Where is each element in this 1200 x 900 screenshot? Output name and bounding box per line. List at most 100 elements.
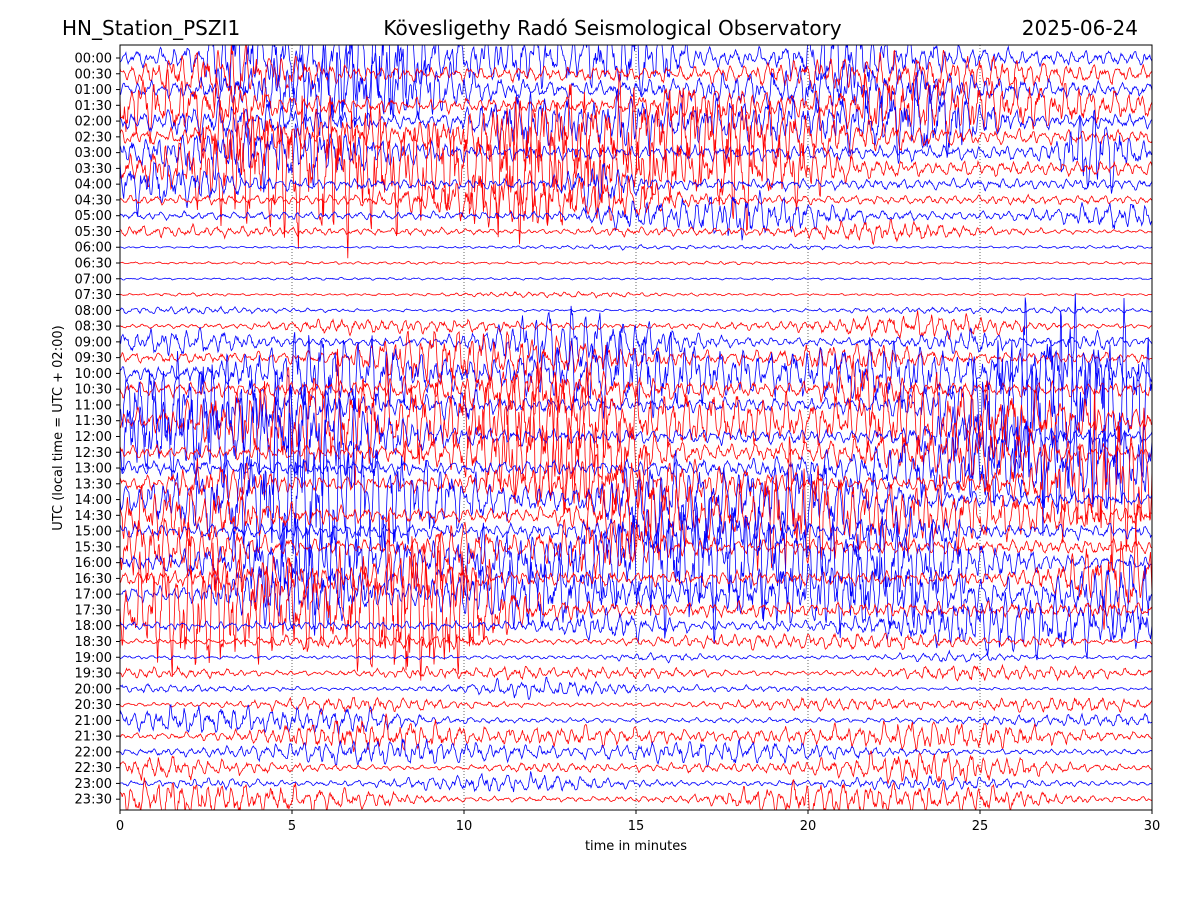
- y-tick-label: 18:00: [75, 619, 112, 634]
- y-tick-label: 22:00: [75, 745, 112, 760]
- y-tick-label: 05:30: [75, 225, 112, 240]
- y-tick-label: 08:30: [75, 320, 112, 335]
- y-tick-label: 07:00: [75, 272, 112, 287]
- trace-0330: [120, 95, 1152, 259]
- trace-1600: [120, 504, 1152, 645]
- chart-date: 2025-06-24: [1021, 16, 1138, 40]
- trace-0830: [120, 310, 1152, 340]
- trace-1730: [120, 512, 1152, 681]
- y-tick-label: 17:30: [75, 603, 112, 618]
- y-tick-label: 01:00: [75, 83, 112, 98]
- trace-0530: [120, 218, 1152, 246]
- y-tick-label: 16:00: [75, 556, 112, 571]
- trace-1030: [120, 360, 1152, 429]
- x-tick-label: 5: [288, 819, 296, 834]
- trace-2000: [120, 676, 1152, 700]
- y-tick-label: 04:30: [75, 193, 112, 208]
- y-tick-label: 21:30: [75, 730, 112, 745]
- y-tick-label: 14:30: [75, 509, 112, 524]
- y-tick-label: 13:30: [75, 477, 112, 492]
- y-tick-label: 09:30: [75, 351, 112, 366]
- trace-1200: [120, 381, 1152, 497]
- y-axis-label: UTC (local time = UTC + 02:00): [51, 325, 66, 530]
- y-tick-label: 02:00: [75, 115, 112, 130]
- y-tick-label: 10:30: [75, 383, 112, 398]
- trace-0630: [120, 260, 1152, 266]
- x-axis-ticks: 0 5 10 15 20 25 30: [116, 810, 1160, 834]
- trace-1930: [120, 663, 1152, 682]
- y-tick-label: 06:00: [75, 241, 112, 256]
- trace-0000: [120, 45, 1152, 112]
- x-tick-label: 30: [1144, 819, 1161, 834]
- y-tick-label: 15:30: [75, 540, 112, 555]
- chart-title: Kövesligethy Radó Seismological Observat…: [383, 16, 842, 40]
- trace-1230: [120, 374, 1152, 514]
- y-axis-ticks: 00:0000:3001:0001:3002:0002:3003:0003:30…: [75, 52, 120, 808]
- y-tick-label: 16:30: [75, 572, 112, 587]
- trace-2300: [120, 771, 1152, 793]
- y-tick-label: 19:00: [75, 651, 112, 666]
- trace-1300: [120, 414, 1152, 515]
- y-tick-label: 12:30: [75, 446, 112, 461]
- trace-0100: [120, 45, 1152, 136]
- y-tick-label: 12:00: [75, 430, 112, 445]
- trace-0600: [120, 243, 1152, 251]
- trace-1830: [120, 632, 1152, 651]
- station-name: HN_Station_PSZI1: [62, 16, 241, 40]
- trace-2030: [120, 696, 1152, 716]
- y-tick-label: 11:00: [75, 398, 112, 413]
- y-tick-label: 20:00: [75, 682, 112, 697]
- y-tick-label: 05:00: [75, 209, 112, 224]
- trace-1430: [120, 436, 1152, 571]
- x-axis-label: time in minutes: [585, 839, 687, 854]
- vertical-gridlines: [291, 45, 981, 810]
- y-tick-label: 01:30: [75, 99, 112, 114]
- trace-0800: [120, 305, 1152, 315]
- y-tick-label: 19:30: [75, 667, 112, 682]
- y-tick-label: 09:00: [75, 335, 112, 350]
- x-tick-label: 15: [628, 819, 645, 834]
- y-tick-label: 21:00: [75, 714, 112, 729]
- y-tick-label: 08:00: [75, 304, 112, 319]
- trace-2200: [120, 738, 1152, 768]
- trace-2330: [120, 777, 1152, 810]
- x-tick-label: 0: [116, 819, 124, 834]
- trace-1900: [120, 649, 1152, 664]
- trace-1000: [120, 328, 1152, 419]
- y-tick-label: 17:00: [75, 588, 112, 603]
- y-tick-label: 03:30: [75, 162, 112, 177]
- y-tick-label: 11:30: [75, 414, 112, 429]
- x-tick-label: 25: [972, 819, 989, 834]
- y-tick-label: 18:30: [75, 635, 112, 650]
- y-tick-label: 00:00: [75, 52, 112, 67]
- y-tick-label: 14:00: [75, 493, 112, 508]
- y-tick-label: 04:00: [75, 178, 112, 193]
- x-tick-label: 10: [456, 819, 473, 834]
- y-tick-label: 07:30: [75, 288, 112, 303]
- trace-0900: [120, 305, 1152, 378]
- trace-0130: [120, 69, 1152, 144]
- trace-0400: [120, 160, 1152, 216]
- trace-2130: [120, 713, 1152, 753]
- y-tick-label: 00:30: [75, 67, 112, 82]
- y-tick-label: 10:00: [75, 367, 112, 382]
- trace-0730: [120, 290, 1152, 299]
- trace-1330: [120, 388, 1152, 571]
- y-tick-label: 22:30: [75, 761, 112, 776]
- y-tick-label: 20:30: [75, 698, 112, 713]
- y-tick-label: 15:00: [75, 525, 112, 540]
- trace-0300: [120, 109, 1152, 194]
- trace-2230: [120, 750, 1152, 784]
- x-tick-label: 20: [800, 819, 817, 834]
- trace-0030: [120, 45, 1152, 110]
- trace-0700: [120, 276, 1152, 281]
- seismogram-traces: [120, 45, 1152, 810]
- y-tick-label: 23:30: [75, 793, 112, 808]
- trace-0500: [120, 190, 1152, 241]
- y-tick-label: 06:30: [75, 257, 112, 272]
- y-tick-label: 02:30: [75, 130, 112, 145]
- trace-1800: [120, 592, 1152, 661]
- trace-1700: [120, 549, 1152, 639]
- trace-2100: [120, 703, 1152, 736]
